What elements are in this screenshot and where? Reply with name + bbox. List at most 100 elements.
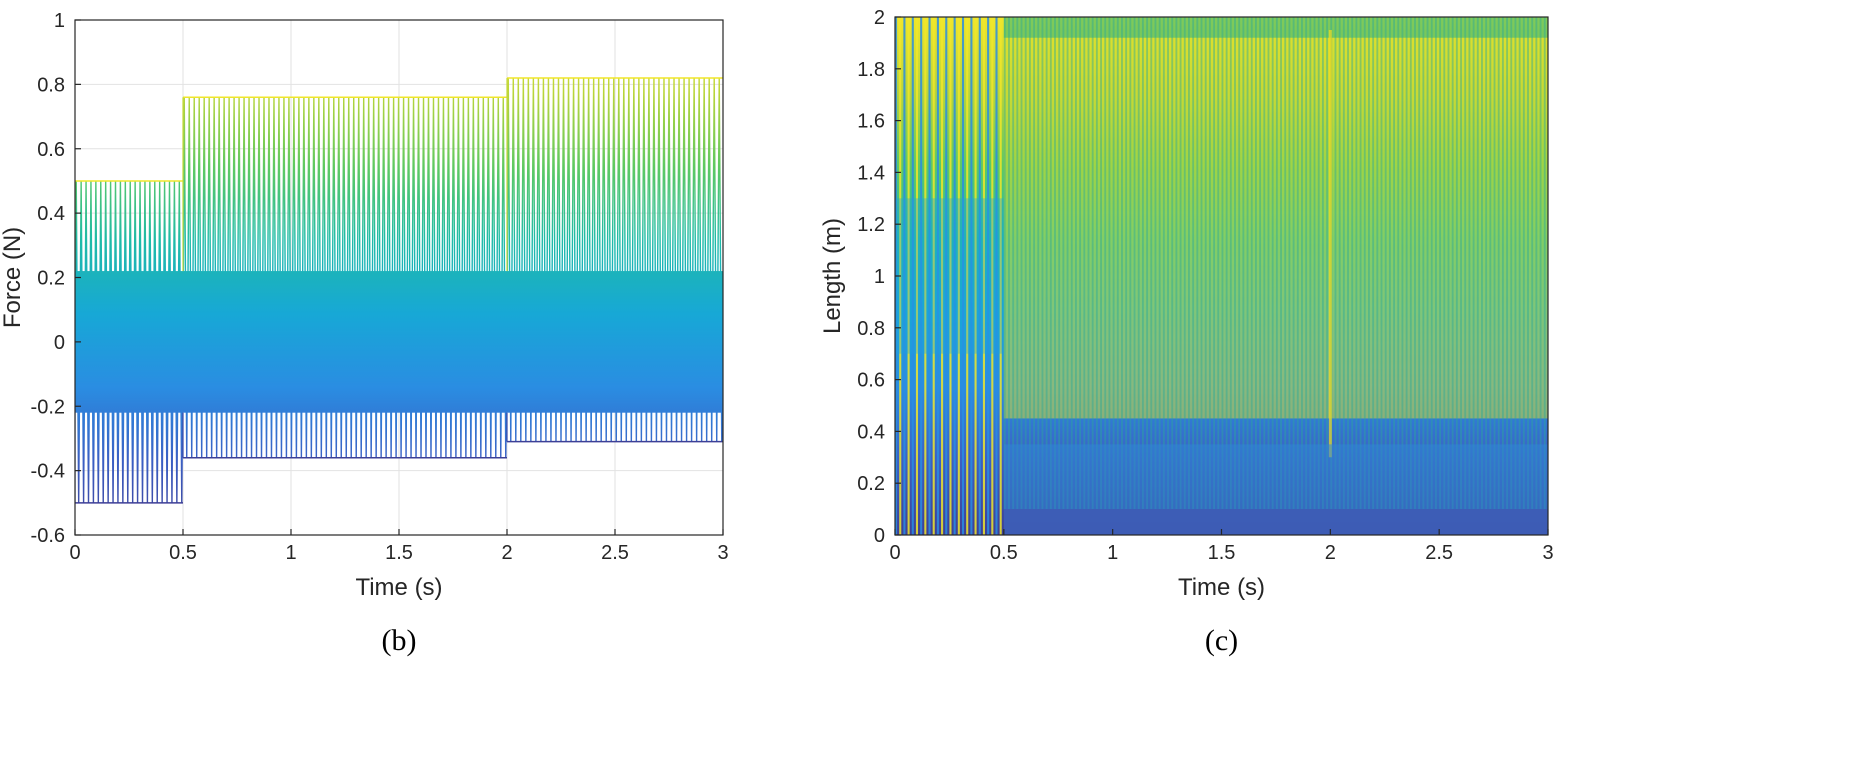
heatmap-stripe-late — [1234, 17, 1236, 510]
heatmap-stripe-late — [1313, 17, 1316, 510]
heatmap-stripe-late — [1238, 17, 1241, 510]
heatmap-top-band — [1003, 17, 1548, 38]
heatmap-stripe-late — [1296, 17, 1299, 510]
heatmap-stripe-late — [1543, 17, 1546, 510]
chart-c-ticks: 0 0.5 1 1.5 2 2.5 3 0 0.2 0.4 0.6 0.8 1 1.2 1.4 1.6 1.8 2 — [857, 7, 1553, 564]
b-y-tick-label: 0.4 — [37, 203, 65, 225]
chart-c-heatmap — [895, 17, 1548, 535]
heatmap-stripe-late — [1510, 17, 1513, 510]
heatmap-stripe-late — [1301, 17, 1303, 510]
heatmap-stripe-late — [1460, 17, 1462, 510]
heatmap-stripe-late — [1146, 17, 1149, 510]
heatmap-stripe-late — [1158, 17, 1161, 510]
chart-c: 0 0.5 1 1.5 2 2.5 3 0 0.2 0.4 0.6 0.8 1 1.2 1.4 1.6 1.8 2… — [819, 7, 1554, 657]
heatmap-stripe-early — [978, 17, 981, 535]
c-y-tick-label: 1.2 — [857, 214, 885, 236]
heatmap-stripe-late — [1434, 17, 1437, 510]
heatmap-stripe-late — [1443, 17, 1446, 510]
heatmap-stripe-late — [1338, 17, 1341, 510]
heatmap-stripe-late — [1489, 17, 1492, 510]
heatmap-stripe-late — [1016, 17, 1019, 510]
heatmap-stripe-late — [1351, 17, 1354, 510]
heatmap-stripe-late — [1535, 17, 1538, 510]
c-x-tick-label: 0.5 — [990, 542, 1018, 564]
heatmap-stripe-late — [1468, 17, 1471, 510]
heatmap-stripe-late — [1041, 17, 1044, 510]
heatmap-stripe-late — [1204, 17, 1207, 510]
heatmap-stripe-early — [995, 17, 998, 535]
heatmap-stripe-late — [1481, 17, 1483, 510]
c-x-tick-label: 1.5 — [1208, 542, 1236, 564]
b-y-tick-label: 0.6 — [37, 139, 65, 161]
heatmap-stripe-late — [1179, 17, 1182, 510]
heatmap-stripe-late — [1292, 17, 1295, 510]
heatmap-lower-band — [1003, 444, 1548, 510]
heatmap-stripe-late — [1175, 17, 1178, 510]
heatmap-stripe-early — [924, 17, 927, 535]
heatmap-stripe-late — [1317, 17, 1320, 510]
heatmap-stripe-late — [1183, 17, 1186, 510]
heatmap-stripe-late — [1321, 17, 1324, 510]
heatmap-stripe-early — [949, 17, 952, 535]
heatmap-stripe-late — [1326, 17, 1329, 510]
heatmap-stripe-late — [1430, 17, 1433, 510]
heatmap-bottom-band — [1003, 509, 1548, 535]
heatmap-stripe-late — [1305, 17, 1308, 510]
heatmap-stripe-late — [1008, 17, 1010, 510]
heatmap-stripe-late — [1028, 17, 1031, 510]
heatmap-stripe-late — [1476, 17, 1479, 510]
heatmap-stripe-late — [1522, 17, 1525, 510]
heatmap-stripe-early — [991, 17, 994, 535]
heatmap-stripe-late — [1334, 17, 1337, 510]
heatmap-stripe-late — [1154, 17, 1157, 510]
heatmap-stripe-late — [1020, 17, 1023, 510]
heatmap-stripe-late — [1414, 17, 1416, 510]
heatmap-stripe-late — [1409, 17, 1412, 510]
heatmap-stripe-early — [970, 17, 973, 535]
heatmap-stripe-late — [1275, 17, 1278, 510]
heatmap-stripe-late — [1003, 17, 1006, 510]
heatmap-stripe-late — [1347, 17, 1349, 510]
heatmap-stripe-late — [1267, 17, 1270, 510]
heatmap-stripe-late — [1539, 17, 1542, 510]
heatmap-stripe-late — [1083, 17, 1086, 510]
heatmap-stripe-late — [1363, 17, 1366, 510]
heatmap-stripe-late — [1037, 17, 1040, 510]
chart-b: 0 0.5 1 1.5 2 2.5 3-0.6-0.4-0.200.20.40.60.81 … — [0, 10, 729, 657]
chart-b-x-axis-label: Time (s) — [355, 574, 442, 601]
heatmap-stripe-late — [1104, 17, 1107, 510]
b-x-tick-label: 1.5 — [385, 542, 413, 564]
heatmap-stripe-late — [1418, 17, 1421, 510]
heatmap-stripe-late — [1263, 17, 1266, 510]
heatmap-stripe-late — [1455, 17, 1458, 510]
heatmap-stripe-late — [1062, 17, 1065, 510]
heatmap-stripe-early — [999, 17, 1002, 535]
heatmap-stripe-late — [1225, 17, 1228, 510]
chart-c-caption: (c) — [1205, 624, 1238, 657]
b-y-tick-label: -0.4 — [31, 461, 65, 483]
c-x-tick-label: 2.5 — [1425, 542, 1453, 564]
heatmap-stripe-late — [1288, 17, 1291, 510]
heatmap-stripe-early — [911, 17, 914, 535]
heatmap-stripe-late — [1451, 17, 1454, 510]
heatmap-stripe-late — [1309, 17, 1312, 510]
heatmap-stripe-late — [1012, 17, 1015, 510]
heatmap-stripe-late — [1422, 17, 1425, 510]
heatmap-stripe-early — [957, 17, 960, 535]
chart-c-y-axis-label: Length (m) — [819, 218, 846, 334]
chart-b-ticks: 0 0.5 1 1.5 2 2.5 3 -0.6 -0.4 -0.2 0 0.2 0.4 0.6 0.8 1 — [31, 10, 729, 564]
heatmap-stripe-early — [987, 17, 990, 535]
heatmap-stripe-early — [932, 17, 935, 535]
heatmap-stripe-late — [1401, 17, 1404, 510]
heatmap-stripe-late — [1229, 17, 1232, 510]
heatmap-stripe-late — [1405, 17, 1408, 510]
heatmap-stripe-early — [945, 17, 948, 535]
heatmap-stripe-late — [1271, 17, 1274, 510]
heatmap-stripe-late — [1045, 17, 1048, 510]
heatmap-stripe-late — [1250, 17, 1253, 510]
heatmap-stripe-early — [966, 17, 969, 535]
c-y-tick-label: 2 — [874, 7, 885, 29]
heatmap-stripe-late — [1192, 17, 1195, 510]
heatmap-stripe-late — [1162, 17, 1165, 510]
